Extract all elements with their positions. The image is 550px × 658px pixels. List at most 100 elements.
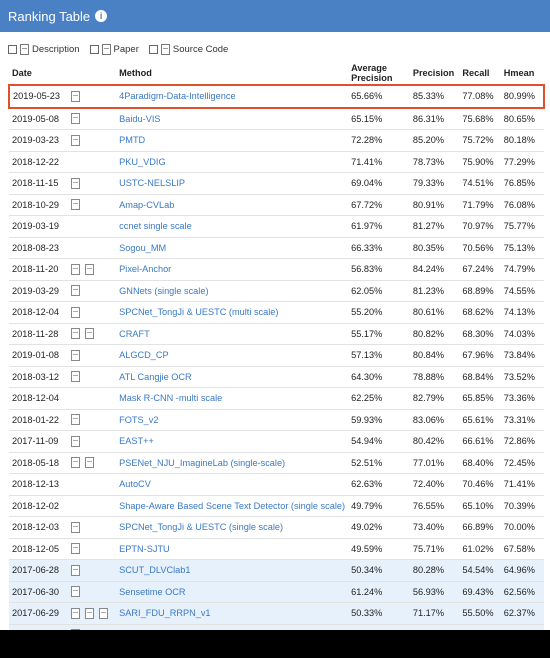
method-link[interactable]: Sogou_MM [119, 242, 167, 253]
cell-icons [68, 172, 117, 195]
document-icon[interactable] [71, 629, 81, 630]
cell-method: ccnet single scale [116, 215, 349, 238]
table-row: 2019-05-08 Baidu-VIS 65.15% 86.31% 75.68% 80.… [9, 107, 544, 130]
cell-icons [68, 194, 117, 216]
document-icon[interactable] [71, 607, 81, 619]
document-icon[interactable] [71, 586, 81, 598]
document-icon[interactable] [71, 199, 81, 211]
method-link[interactable]: SARI_FDU_RRPN_v1 [119, 608, 211, 619]
cell-hmean: 80.65% [500, 107, 544, 130]
method-link[interactable]: FOTS_v2 [119, 414, 159, 425]
document-icon[interactable] [85, 328, 95, 340]
document-icon[interactable] [71, 134, 81, 146]
filter-source-code[interactable]: Source Code [148, 43, 228, 55]
cell-precision: 75.71% [409, 538, 460, 560]
document-icon[interactable] [85, 263, 95, 275]
filter-checkbox[interactable] [8, 44, 17, 54]
method-link[interactable]: SCUT_DLVClab1 [119, 565, 191, 576]
method-link[interactable]: PSENet_NJU_ImagineLab (single-scale) [119, 457, 286, 468]
filter-description[interactable]: Description [8, 43, 80, 55]
panel-header: Ranking Table i [0, 0, 550, 32]
method-link[interactable]: GNNets (single scale) [119, 285, 209, 296]
cell-average-precision: 61.24% [348, 581, 410, 603]
col-date[interactable]: Date [9, 62, 69, 86]
cell-date: 2018-10-29 [9, 194, 69, 216]
filter-checkbox[interactable] [148, 44, 158, 54]
cell-method: EPTN-SJTU [116, 538, 349, 560]
document-icon[interactable] [71, 328, 81, 340]
cell-precision: 81.27% [409, 215, 460, 238]
panel-title: Ranking Table [8, 8, 91, 24]
method-link[interactable]: Mask R-CNN -multi scale [119, 393, 223, 404]
method-link[interactable]: ccnet single scale [119, 221, 192, 232]
cell-recall: 74.51% [459, 172, 501, 195]
info-icon[interactable]: i [95, 10, 108, 22]
document-icon[interactable] [71, 564, 81, 576]
filter-checkbox[interactable] [89, 44, 99, 54]
method-link[interactable]: Sensetime OCR [119, 586, 186, 597]
cell-date: 2018-11-15 [9, 172, 69, 195]
document-icon[interactable] [71, 414, 81, 426]
document-icon[interactable] [85, 457, 95, 469]
document-icon[interactable] [71, 435, 81, 447]
col-average-precision[interactable]: Average Precision [348, 62, 410, 86]
cell-method: ALGCD_CP [116, 344, 349, 367]
method-link[interactable]: EPTN-SJTU [119, 543, 170, 554]
document-icon[interactable] [85, 607, 95, 619]
cell-recall: 61.02% [459, 538, 501, 560]
table-row: 2018-12-03 SPCNet_TongJi & UESTC (single … [9, 516, 544, 539]
method-link[interactable]: Pixel-Anchor [119, 264, 172, 275]
document-icon[interactable] [71, 521, 81, 533]
table-row: 2019-03-23 PMTD 72.28% 85.20% 75.72% 80.18% [9, 129, 544, 152]
filter-paper[interactable]: Paper [89, 43, 139, 55]
document-icon[interactable] [99, 607, 109, 619]
cell-method: SPCNet_TongJi & UESTC (single scale) [116, 516, 349, 539]
document-icon[interactable] [71, 306, 81, 318]
cell-recall: 71.79% [459, 194, 501, 216]
method-link[interactable]: SPCNet_TongJi & UESTC (single scale) [119, 522, 284, 533]
document-icon[interactable] [71, 349, 81, 361]
method-link[interactable]: Baidu-VIS [119, 113, 161, 124]
col-method[interactable]: Method [116, 62, 349, 86]
method-link[interactable]: Shape-Aware Based Scene Text Detector (s… [119, 500, 346, 511]
table-row: 2018-12-04 SPCNet_TongJi & UESTC (multi s… [9, 301, 544, 324]
col-precision[interactable]: Precision [409, 62, 460, 86]
method-link[interactable]: PMTD [119, 135, 146, 146]
document-icon[interactable] [71, 113, 81, 125]
col-hmean[interactable]: Hmean [500, 62, 544, 86]
method-link[interactable]: CRAFT [119, 328, 150, 339]
method-link[interactable]: AutoCV [119, 479, 151, 490]
method-link[interactable]: PKU_VDIG [119, 156, 166, 167]
table-row: 2019-03-19 ccnet single scale 61.97% 81.27%… [9, 215, 544, 238]
method-link[interactable]: ATL Cangjie OCR [119, 371, 192, 382]
cell-date: 2018-12-03 [9, 516, 69, 539]
method-link[interactable]: SPCNet_TongJi & UESTC (multi scale) [119, 307, 279, 318]
cell-precision: 56.93% [409, 581, 460, 603]
document-icon[interactable] [71, 263, 81, 275]
document-icon[interactable] [71, 177, 81, 189]
document-icon[interactable] [71, 457, 81, 469]
cell-recall: 55.37% [459, 624, 501, 630]
method-link[interactable]: 4Paradigm-Data-Intelligence [119, 91, 236, 102]
method-link[interactable]: Amap-CVLab [119, 199, 175, 210]
cell-hmean: 76.08% [500, 194, 544, 216]
document-icon[interactable] [71, 371, 81, 383]
cell-icons [68, 301, 117, 324]
method-link[interactable]: EAST++ [119, 436, 154, 447]
cell-precision: 82.79% [409, 387, 460, 410]
cell-date: 2017-06-28 [9, 559, 69, 582]
cell-precision: 77.01% [409, 452, 460, 474]
document-icon[interactable] [71, 285, 81, 297]
document-icon[interactable] [71, 543, 81, 555]
method-link[interactable]: ALGCD_CP [119, 350, 169, 361]
document-icon[interactable] [71, 90, 81, 102]
method-link[interactable]: USTC-NELSLIP [119, 178, 186, 189]
cell-date: 2019-03-23 [9, 129, 69, 152]
cell-average-precision: 61.97% [348, 215, 410, 238]
cell-average-precision: 55.17% [348, 323, 410, 345]
table-header-row: Date Method Average Precision Precision … [9, 62, 544, 86]
cell-method: Pixel-Anchor [116, 258, 349, 281]
cell-average-precision: 57.13% [348, 344, 410, 367]
col-recall[interactable]: Recall [459, 62, 501, 86]
cell-date: 2019-05-08 [9, 107, 69, 130]
